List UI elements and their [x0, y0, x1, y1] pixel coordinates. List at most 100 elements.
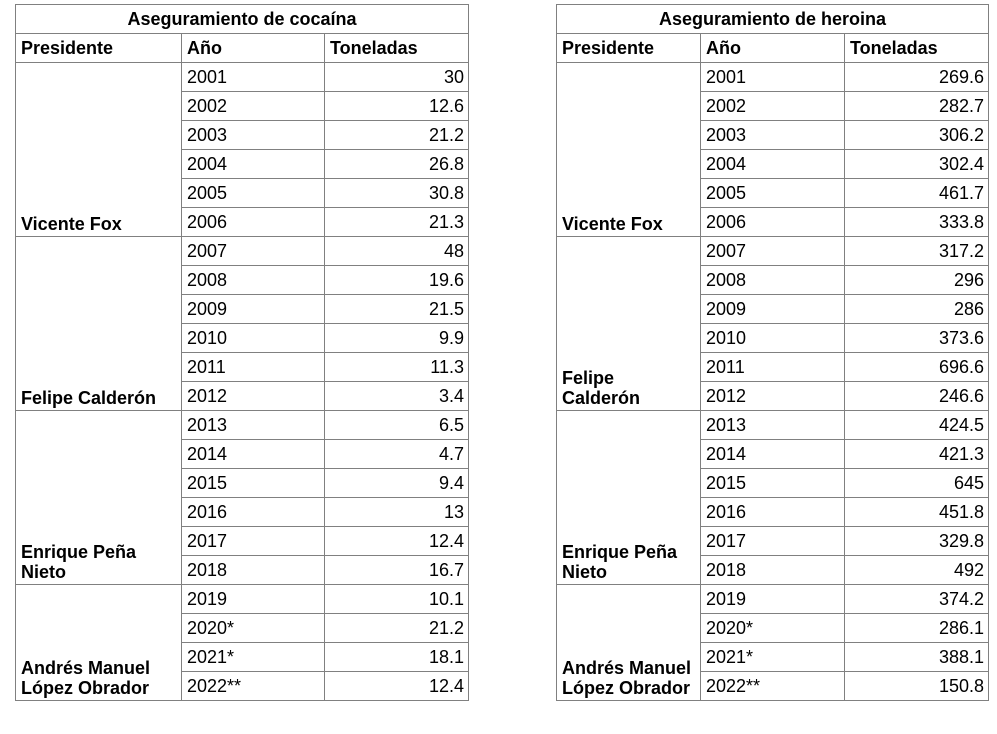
- table-row: Enrique Peña Nieto 2013 424.5: [556, 410, 989, 585]
- year-cell: 2021*: [700, 642, 845, 672]
- year-cell: 2004: [700, 149, 845, 179]
- table-row: 2020* 21.2: [16, 613, 469, 643]
- table-row: 2008 19.6: [16, 265, 469, 295]
- table-row: 2011 11.3: [16, 352, 469, 382]
- year-cell: 2001: [181, 62, 325, 92]
- year-cell: 2016: [700, 497, 845, 527]
- column-header-ano: Año: [700, 33, 845, 63]
- president-name: Enrique Peña Nieto: [556, 410, 701, 585]
- tons-cell: 21.2: [324, 613, 469, 643]
- tons-cell: 16.7: [324, 555, 469, 585]
- table-row: 2002 12.6: [16, 91, 469, 121]
- tons-cell: 333.8: [844, 207, 989, 237]
- table-row: 2003 21.2: [16, 120, 469, 150]
- year-cell: 2003: [181, 120, 325, 150]
- year-cell: 2021*: [181, 642, 325, 672]
- tons-cell: 306.2: [844, 120, 989, 150]
- table-row: 2012 3.4: [16, 381, 469, 411]
- year-cell: 2011: [700, 352, 845, 382]
- tons-cell: 21.2: [324, 120, 469, 150]
- table-row: 2009 21.5: [16, 294, 469, 324]
- year-cell: 2012: [181, 381, 325, 411]
- tons-cell: 388.1: [844, 642, 989, 672]
- year-cell: 2019: [700, 584, 845, 614]
- table-row: 2022** 150.8: [557, 671, 989, 701]
- table-row: Felipe Calderón 2007 317.2: [556, 236, 989, 411]
- tons-cell: 451.8: [844, 497, 989, 527]
- president-name: Andrés Manuel López Obrador: [556, 584, 701, 701]
- title-row: Aseguramiento de cocaína: [15, 4, 469, 34]
- tons-cell: 286.1: [844, 613, 989, 643]
- tons-cell: 18.1: [324, 642, 469, 672]
- column-header-ano: Año: [181, 33, 325, 63]
- column-header-presidente: Presidente: [15, 33, 182, 63]
- header-row: Presidente Año Toneladas: [556, 33, 989, 63]
- year-cell: 2005: [181, 178, 325, 208]
- column-header-toneladas: Toneladas: [844, 33, 989, 63]
- table-row: 2016 13: [16, 497, 469, 527]
- president-name: Enrique Peña Nieto: [15, 410, 182, 585]
- year-cell: 2007: [700, 236, 845, 266]
- year-cell: 2006: [700, 207, 845, 237]
- tons-cell: 10.1: [324, 584, 469, 614]
- table-row: 2004 26.8: [16, 149, 469, 179]
- tons-cell: 21.3: [324, 207, 469, 237]
- table-row: Enrique Peña Nieto 2013 6.5: [15, 410, 469, 585]
- tons-cell: 317.2: [844, 236, 989, 266]
- table-row: 2005 30.8: [16, 178, 469, 208]
- year-cell: 2003: [700, 120, 845, 150]
- year-cell: 2022**: [181, 671, 325, 701]
- year-cell: 2018: [700, 555, 845, 585]
- tons-cell: 374.2: [844, 584, 989, 614]
- table-row: 2003 306.2: [557, 120, 989, 150]
- tons-cell: 3.4: [324, 381, 469, 411]
- table-row: 2005 461.7: [557, 178, 989, 208]
- tons-cell: 19.6: [324, 265, 469, 295]
- year-cell: 2022**: [700, 671, 845, 701]
- president-name: Vicente Fox: [15, 62, 182, 237]
- table-row: 2015 9.4: [16, 468, 469, 498]
- year-cell: 2013: [181, 410, 325, 440]
- tons-cell: 302.4: [844, 149, 989, 179]
- table-title: Aseguramiento de cocaína: [15, 4, 469, 34]
- year-cell: 2005: [700, 178, 845, 208]
- president-name: Felipe Calderón: [15, 236, 182, 411]
- year-cell: 2020*: [700, 613, 845, 643]
- table-row: 2021* 18.1: [16, 642, 469, 672]
- title-row: Aseguramiento de heroina: [556, 4, 989, 34]
- year-cell: 2006: [181, 207, 325, 237]
- tons-cell: 30: [324, 62, 469, 92]
- tons-cell: 4.7: [324, 439, 469, 469]
- tons-cell: 26.8: [324, 149, 469, 179]
- tons-cell: 421.3: [844, 439, 989, 469]
- year-cell: 2007: [181, 236, 325, 266]
- tons-cell: 9.4: [324, 468, 469, 498]
- table-row: 2021* 388.1: [557, 642, 989, 672]
- president-name: Andrés Manuel López Obrador: [15, 584, 182, 701]
- tons-cell: 424.5: [844, 410, 989, 440]
- table-row: 2006 21.3: [16, 207, 469, 237]
- tons-cell: 21.5: [324, 294, 469, 324]
- table-row: 2014 4.7: [16, 439, 469, 469]
- year-cell: 2001: [700, 62, 845, 92]
- tons-cell: 645: [844, 468, 989, 498]
- tons-cell: 9.9: [324, 323, 469, 353]
- year-cell: 2017: [181, 526, 325, 556]
- year-cell: 2008: [700, 265, 845, 295]
- year-cell: 2011: [181, 352, 325, 382]
- table-title: Aseguramiento de heroina: [556, 4, 989, 34]
- table-row: 2022** 12.4: [16, 671, 469, 701]
- header-row: Presidente Año Toneladas: [15, 33, 469, 63]
- year-cell: 2014: [181, 439, 325, 469]
- year-cell: 2019: [181, 584, 325, 614]
- year-cell: 2015: [181, 468, 325, 498]
- year-cell: 2012: [700, 381, 845, 411]
- table-row: 2006 333.8: [557, 207, 989, 237]
- tons-cell: 492: [844, 555, 989, 585]
- year-cell: 2010: [700, 323, 845, 353]
- year-cell: 2016: [181, 497, 325, 527]
- year-cell: 2014: [700, 439, 845, 469]
- column-header-presidente: Presidente: [556, 33, 701, 63]
- tons-cell: 373.6: [844, 323, 989, 353]
- tons-cell: 296: [844, 265, 989, 295]
